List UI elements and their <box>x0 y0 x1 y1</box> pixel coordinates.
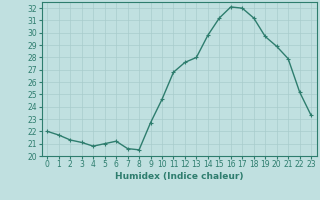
X-axis label: Humidex (Indice chaleur): Humidex (Indice chaleur) <box>115 172 244 181</box>
